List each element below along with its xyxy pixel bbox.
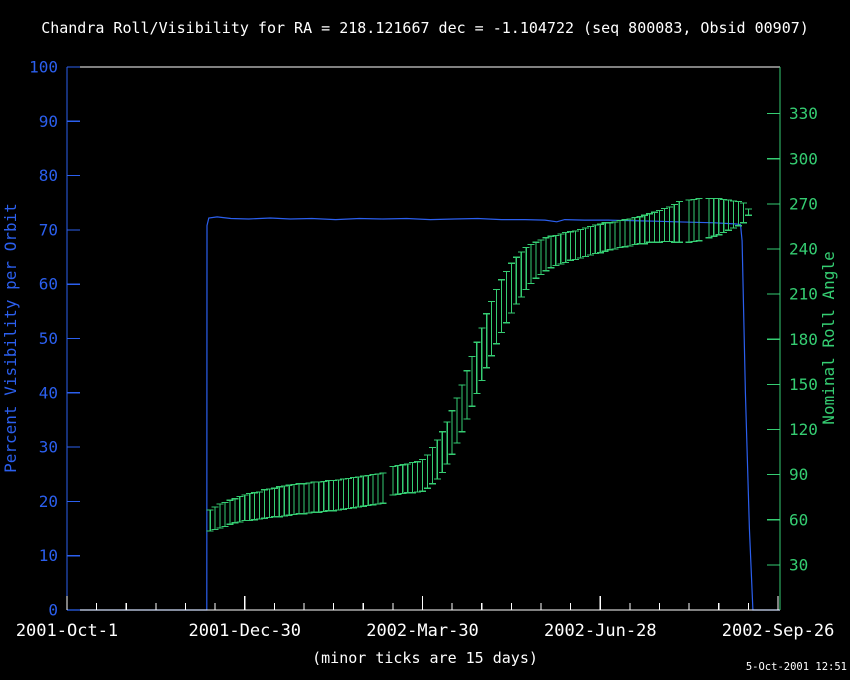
left-tick-label: 80	[39, 166, 58, 185]
left-tick-label: 50	[39, 329, 58, 348]
right-tick-label: 240	[789, 240, 818, 259]
left-tick-label: 20	[39, 492, 58, 511]
right-tick-label: 120	[789, 420, 818, 439]
x-major-tick-label: 2002-Jun-28	[544, 621, 657, 641]
timestamp: 5-Oct-2001 12:51	[746, 661, 847, 673]
roll-errorbars	[206, 198, 752, 532]
visibility-curve	[67, 216, 780, 611]
right-tick-label: 330	[789, 104, 818, 123]
right-tick-label: 60	[789, 510, 808, 529]
right-tick-label: 90	[789, 465, 808, 484]
left-tick-label: 30	[39, 438, 58, 457]
left-axis-title: Percent Visibility per Orbit	[1, 203, 20, 473]
x-major-tick-label: 2001-Dec-30	[188, 621, 301, 641]
left-tick-label: 60	[39, 275, 58, 294]
left-tick-label: 90	[39, 112, 58, 131]
right-tick-label: 30	[789, 555, 808, 574]
left-tick-label: 100	[29, 58, 58, 77]
left-tick-label: 10	[39, 546, 58, 565]
x-major-tick-label: 2001-Oct-1	[16, 621, 118, 641]
x-axis-caption: (minor ticks are 15 days)	[312, 649, 538, 667]
right-tick-label: 270	[789, 194, 818, 213]
right-tick-label: 210	[789, 285, 818, 304]
right-tick-label: 150	[789, 375, 818, 394]
plot-title: Chandra Roll/Visibility for RA = 218.121…	[41, 19, 809, 37]
x-major-tick-label: 2002-Mar-30	[366, 621, 479, 641]
series-group	[67, 198, 780, 611]
right-axis-title: Nominal Roll Angle	[819, 251, 838, 424]
tick-label-group: 0 10 20 30 40 50 60 70 80 90 100 30 60 90 120 150 180 210…	[16, 58, 835, 642]
x-major-tick-label: 2002-Sep-26	[722, 621, 835, 641]
left-tick-label: 70	[39, 220, 58, 239]
right-tick-label: 180	[789, 330, 818, 349]
tick-group	[66, 66, 780, 611]
left-tick-label: 40	[39, 383, 58, 402]
left-tick-label: 0	[48, 601, 58, 620]
right-tick-label: 300	[789, 149, 818, 168]
